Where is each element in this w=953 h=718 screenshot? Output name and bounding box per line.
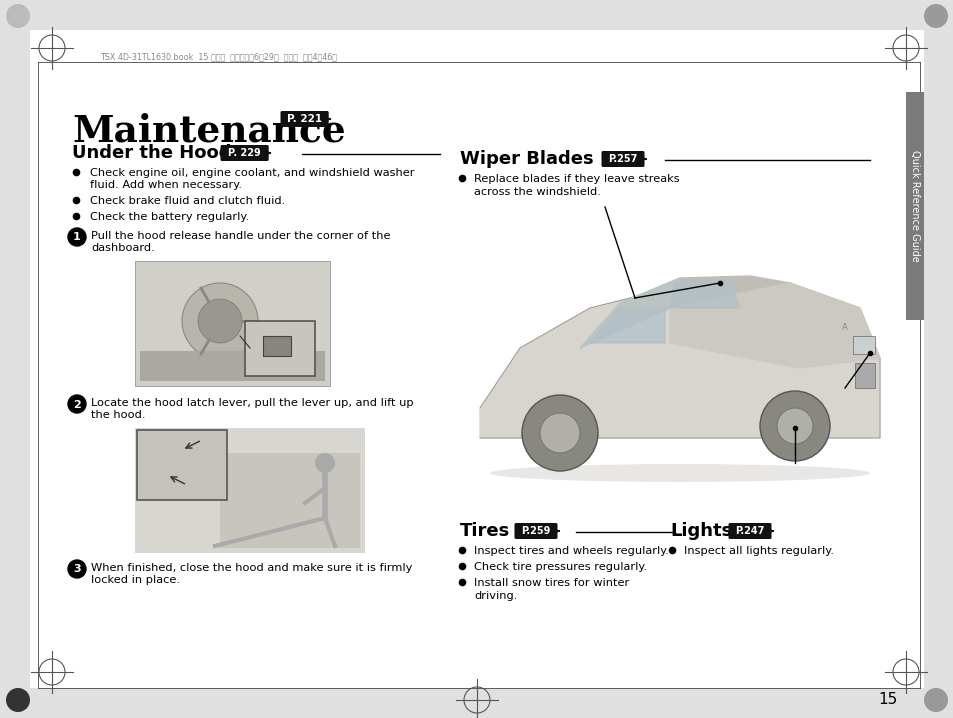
- Bar: [0, 0, 953, 30]
- Bar: [852, 336, 874, 354]
- Circle shape: [6, 688, 30, 712]
- Circle shape: [314, 453, 335, 473]
- Bar: [135, 428, 365, 553]
- Circle shape: [68, 228, 86, 246]
- Text: Pull the hood release handle under the corner of the
dashboard.: Pull the hood release handle under the c…: [91, 231, 390, 253]
- Text: driving.: driving.: [474, 591, 517, 601]
- Text: 3: 3: [73, 564, 81, 574]
- Bar: [0, 688, 953, 718]
- Circle shape: [521, 395, 598, 471]
- Text: Check tire pressures regularly.: Check tire pressures regularly.: [474, 562, 646, 572]
- Bar: [137, 430, 227, 500]
- Polygon shape: [479, 283, 879, 438]
- Circle shape: [923, 688, 947, 712]
- Circle shape: [6, 4, 30, 28]
- Circle shape: [776, 408, 812, 444]
- Polygon shape: [669, 280, 740, 308]
- FancyBboxPatch shape: [514, 523, 557, 539]
- Text: Check engine oil, engine coolant, and windshield washer: Check engine oil, engine coolant, and wi…: [90, 168, 414, 178]
- Text: 15: 15: [878, 692, 897, 707]
- Polygon shape: [589, 308, 664, 343]
- Text: 1: 1: [73, 233, 81, 243]
- Bar: [220, 453, 359, 548]
- Bar: [923, 0, 953, 718]
- Bar: [135, 261, 330, 386]
- Text: P. 229: P. 229: [228, 148, 261, 158]
- Circle shape: [68, 560, 86, 578]
- Text: P.259: P.259: [520, 526, 550, 536]
- Text: fluid. Add when necessary.: fluid. Add when necessary.: [90, 180, 242, 190]
- Bar: [905, 92, 923, 320]
- Circle shape: [760, 391, 829, 461]
- Text: Inspect tires and wheels regularly.: Inspect tires and wheels regularly.: [474, 546, 668, 556]
- FancyBboxPatch shape: [280, 111, 329, 127]
- Ellipse shape: [490, 464, 869, 482]
- FancyBboxPatch shape: [601, 151, 644, 167]
- Bar: [0, 0, 30, 718]
- Text: P. 221: P. 221: [287, 114, 322, 124]
- Circle shape: [198, 299, 242, 343]
- Circle shape: [539, 413, 579, 453]
- Text: Locate the hood latch lever, pull the lever up, and lift up
the hood.: Locate the hood latch lever, pull the le…: [91, 398, 414, 419]
- Text: Lights: Lights: [669, 522, 732, 540]
- Text: Maintenance: Maintenance: [71, 113, 345, 150]
- Bar: [245, 321, 314, 376]
- Text: When finished, close the hood and make sure it is firmly
locked in place.: When finished, close the hood and make s…: [91, 563, 412, 584]
- Text: across the windshield.: across the windshield.: [474, 187, 600, 197]
- Bar: [263, 336, 291, 356]
- Polygon shape: [579, 276, 789, 348]
- Text: Install snow tires for winter: Install snow tires for winter: [474, 578, 629, 588]
- Polygon shape: [579, 278, 679, 348]
- Text: Tires: Tires: [459, 522, 510, 540]
- Circle shape: [923, 4, 947, 28]
- Text: TSX 4D-31TL1630.book  15 ページ  ２０１１年6月29日  水曜日  午後4時46分: TSX 4D-31TL1630.book 15 ページ ２０１１年6月29日 水…: [100, 52, 336, 62]
- Polygon shape: [669, 283, 879, 368]
- Circle shape: [182, 283, 257, 359]
- Text: P.257: P.257: [608, 154, 637, 164]
- Circle shape: [68, 395, 86, 413]
- Text: Check brake fluid and clutch fluid.: Check brake fluid and clutch fluid.: [90, 196, 285, 206]
- Text: P.247: P.247: [735, 526, 764, 536]
- Text: Wiper Blades: Wiper Blades: [459, 150, 593, 168]
- Bar: [140, 351, 325, 381]
- FancyBboxPatch shape: [220, 145, 269, 161]
- Bar: [459, 168, 889, 513]
- Text: Under the Hood: Under the Hood: [71, 144, 232, 162]
- Text: Check the battery regularly.: Check the battery regularly.: [90, 212, 249, 221]
- Text: Quick Reference Guide: Quick Reference Guide: [909, 150, 919, 262]
- Text: 2: 2: [73, 399, 81, 409]
- FancyBboxPatch shape: [728, 523, 771, 539]
- Bar: [854, 363, 874, 388]
- Text: Inspect all lights regularly.: Inspect all lights regularly.: [683, 546, 833, 556]
- Text: A: A: [841, 324, 847, 332]
- Text: Replace blades if they leave streaks: Replace blades if they leave streaks: [474, 174, 679, 184]
